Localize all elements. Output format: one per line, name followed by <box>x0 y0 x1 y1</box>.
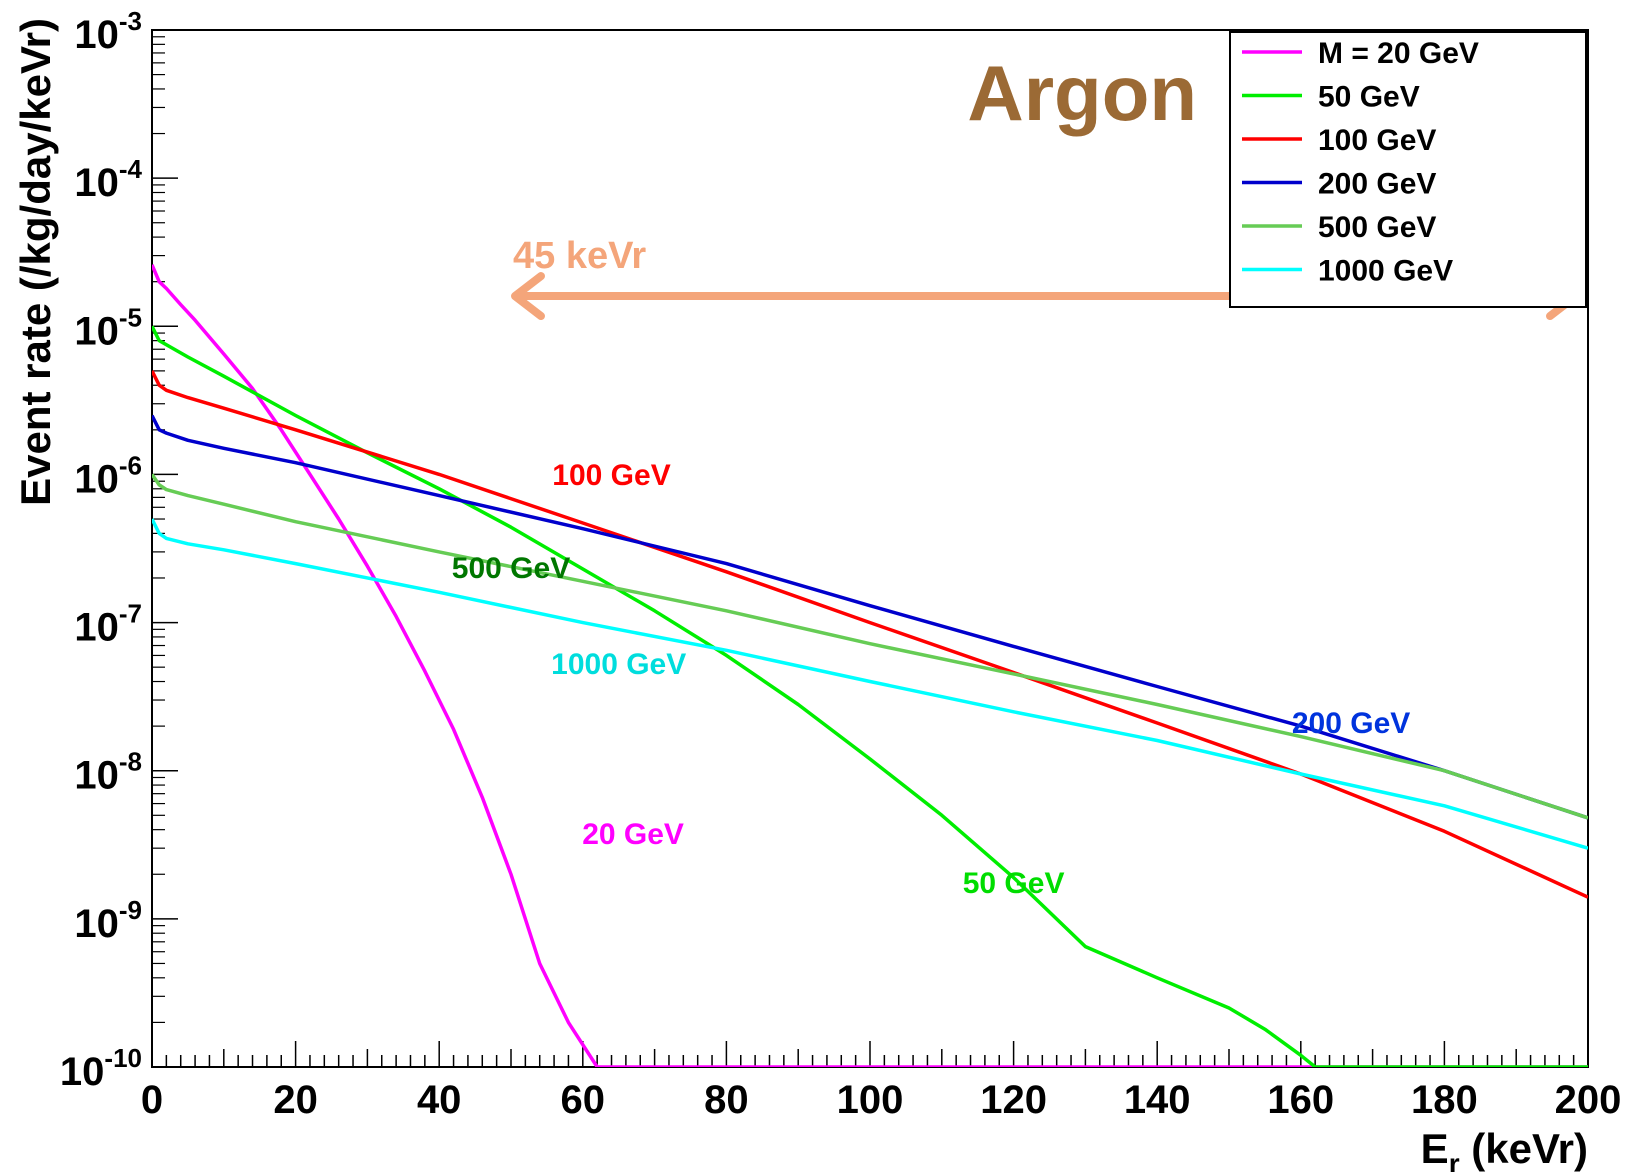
series-line <box>152 264 1588 1067</box>
x-tick-label: 200 <box>1555 1078 1622 1122</box>
legend-label: M = 20 GeV <box>1318 37 1479 70</box>
x-tick-label: 160 <box>1267 1078 1334 1122</box>
series-line <box>152 325 1588 1067</box>
x-tick-label: 180 <box>1411 1078 1478 1122</box>
x-tick-label: 0 <box>141 1078 163 1122</box>
range-label-left: 45 keVr <box>513 235 646 277</box>
y-axis-title: Event rate (/kg/day/keVr) <box>12 18 59 506</box>
legend-box <box>1229 31 1587 308</box>
legend-label: 1000 GeV <box>1318 255 1453 288</box>
x-tick-label: 140 <box>1124 1078 1191 1122</box>
y-tick-label: 10-10 <box>60 1043 142 1094</box>
curve-annotation: 20 GeV <box>582 818 684 851</box>
x-tick-label: 100 <box>837 1078 904 1122</box>
x-tick-label: 120 <box>980 1078 1047 1122</box>
range-arrow-left-head <box>511 272 545 321</box>
series-line <box>152 370 1588 899</box>
legend-label: 100 GeV <box>1318 124 1436 157</box>
y-tick-label: 10-5 <box>74 302 142 353</box>
x-tick-label: 80 <box>704 1078 749 1122</box>
x-axis-title: Er (keVr) <box>1421 1125 1588 1172</box>
legend-label: 500 GeV <box>1318 211 1436 244</box>
y-tick-label: 10-4 <box>74 154 142 205</box>
legend-label: 50 GeV <box>1318 81 1420 114</box>
y-tick-label: 10-8 <box>74 747 142 798</box>
legend-label: 200 GeV <box>1318 168 1436 201</box>
series-line <box>152 414 1588 820</box>
curve-annotation: 50 GeV <box>963 867 1065 900</box>
y-tick-label: 10-9 <box>74 895 142 946</box>
curve-annotation: 100 GeV <box>552 459 670 492</box>
y-tick-label: 10-7 <box>74 599 142 650</box>
curve-annotation: 500 GeV <box>452 552 570 585</box>
series-line <box>152 473 1588 820</box>
chart-title: Argon <box>967 49 1197 137</box>
y-tick-label: 10-3 <box>74 6 142 57</box>
x-tick-label: 20 <box>273 1078 318 1122</box>
series-line <box>152 518 1588 850</box>
y-tick-label: 10-6 <box>74 450 142 501</box>
curve-annotation: 200 GeV <box>1292 707 1410 740</box>
x-tick-label: 60 <box>561 1078 606 1122</box>
x-tick-label: 40 <box>417 1078 462 1122</box>
curve-annotation: 1000 GeV <box>551 648 686 681</box>
